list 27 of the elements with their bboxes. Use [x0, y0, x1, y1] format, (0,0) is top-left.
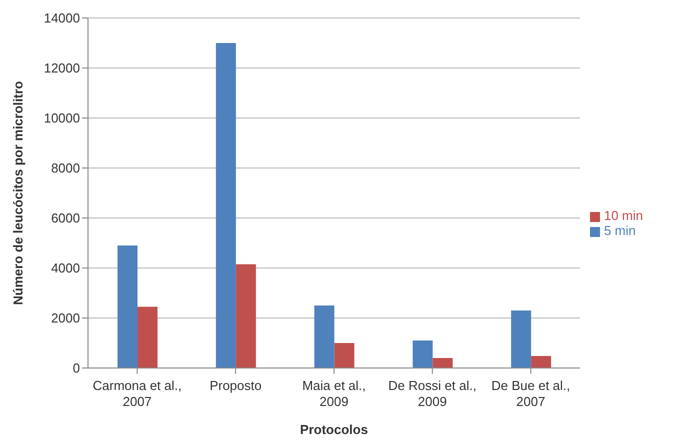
bar — [314, 306, 334, 368]
x-tick-label: De Rossi et al., 2009 — [388, 378, 476, 409]
y-tick-label: 12000 — [44, 60, 80, 76]
bar — [138, 306, 158, 368]
bar — [531, 356, 552, 368]
bar — [216, 43, 236, 368]
bar — [334, 343, 354, 368]
y-tick-label: 0 — [72, 360, 80, 376]
y-axis-title: Número de leucócitos por microlitro — [10, 80, 26, 305]
y-tick-label: 4000 — [51, 260, 80, 276]
y-tick-label: 6000 — [51, 210, 80, 226]
legend-label: 5 min — [604, 223, 636, 238]
x-tick-label: De Bue et al., 2007 — [491, 378, 570, 409]
legend-label: 10 min — [604, 208, 643, 223]
bar — [432, 358, 453, 368]
y-tick-label: 8000 — [51, 160, 80, 176]
y-tick-label: 14000 — [44, 10, 80, 26]
y-tick-label: 2000 — [51, 310, 80, 326]
x-axis-title: Protocolos — [300, 422, 368, 437]
x-tick-label: Maia et al., 2009 — [302, 378, 366, 409]
x-tick-label: Carmona et al., 2007 — [92, 378, 182, 409]
bar — [511, 310, 532, 368]
bar — [118, 246, 138, 368]
y-tick-label: 10000 — [44, 110, 80, 126]
bar — [236, 264, 256, 368]
x-tick-label: Proposto — [210, 378, 262, 393]
bar — [412, 340, 433, 368]
